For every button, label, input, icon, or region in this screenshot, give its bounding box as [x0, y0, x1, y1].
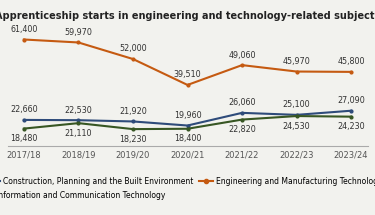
- Text: 22,660: 22,660: [10, 105, 38, 114]
- Construction, Planning and the Built Environment: [240, 112, 244, 114]
- Text: 61,400: 61,400: [10, 25, 38, 34]
- Construction, Planning and the Built Environment: [131, 120, 135, 123]
- Construction, Planning and the Built Environment: [22, 119, 26, 121]
- Construction, Planning and the Built Environment: [185, 124, 190, 127]
- Engineering and Manufacturing Technologies: [240, 64, 244, 66]
- Engineering and Manufacturing Technologies: [349, 71, 353, 73]
- Engineering and Manufacturing Technologies: [76, 41, 81, 44]
- Engineering and Manufacturing Technologies: [22, 38, 26, 41]
- Text: 24,530: 24,530: [283, 122, 310, 131]
- Engineering and Manufacturing Technologies: [131, 58, 135, 60]
- Text: 45,800: 45,800: [338, 57, 365, 66]
- Text: 24,230: 24,230: [338, 122, 365, 131]
- Information and Communication Technology: [185, 127, 190, 130]
- Legend: Information and Communication Technology: Information and Communication Technology: [0, 191, 165, 200]
- Text: 21,110: 21,110: [64, 129, 92, 138]
- Text: 18,400: 18,400: [174, 134, 201, 143]
- Text: 59,970: 59,970: [64, 28, 92, 37]
- Text: 26,060: 26,060: [228, 98, 256, 107]
- Line: Engineering and Manufacturing Technologies: Engineering and Manufacturing Technologi…: [22, 38, 352, 86]
- Text: 52,000: 52,000: [119, 45, 147, 54]
- Text: 18,230: 18,230: [119, 135, 147, 144]
- Text: 45,970: 45,970: [283, 57, 310, 66]
- Line: Information and Communication Technology: Information and Communication Technology: [22, 115, 352, 131]
- Information and Communication Technology: [349, 115, 353, 118]
- Construction, Planning and the Built Environment: [76, 119, 81, 121]
- Text: 22,820: 22,820: [228, 125, 256, 134]
- Information and Communication Technology: [76, 122, 81, 124]
- Construction, Planning and the Built Environment: [349, 109, 353, 112]
- Text: 22,530: 22,530: [64, 106, 92, 115]
- Line: Construction, Planning and the Built Environment: Construction, Planning and the Built Env…: [22, 109, 352, 127]
- Text: 18,480: 18,480: [10, 134, 38, 143]
- Text: 19,960: 19,960: [174, 111, 201, 120]
- Information and Communication Technology: [294, 115, 299, 117]
- Text: 27,090: 27,090: [337, 96, 365, 105]
- Information and Communication Technology: [240, 118, 244, 121]
- Text: 49,060: 49,060: [228, 51, 256, 60]
- Construction, Planning and the Built Environment: [294, 114, 299, 116]
- Title: Apprenticeship starts in engineering and technology-related subjects: Apprenticeship starts in engineering and…: [0, 11, 375, 21]
- Engineering and Manufacturing Technologies: [185, 84, 190, 86]
- Text: 21,920: 21,920: [119, 107, 147, 116]
- Text: 39,510: 39,510: [174, 70, 201, 79]
- Information and Communication Technology: [131, 128, 135, 131]
- Engineering and Manufacturing Technologies: [294, 70, 299, 73]
- Information and Communication Technology: [22, 127, 26, 130]
- Text: 25,100: 25,100: [283, 100, 310, 109]
